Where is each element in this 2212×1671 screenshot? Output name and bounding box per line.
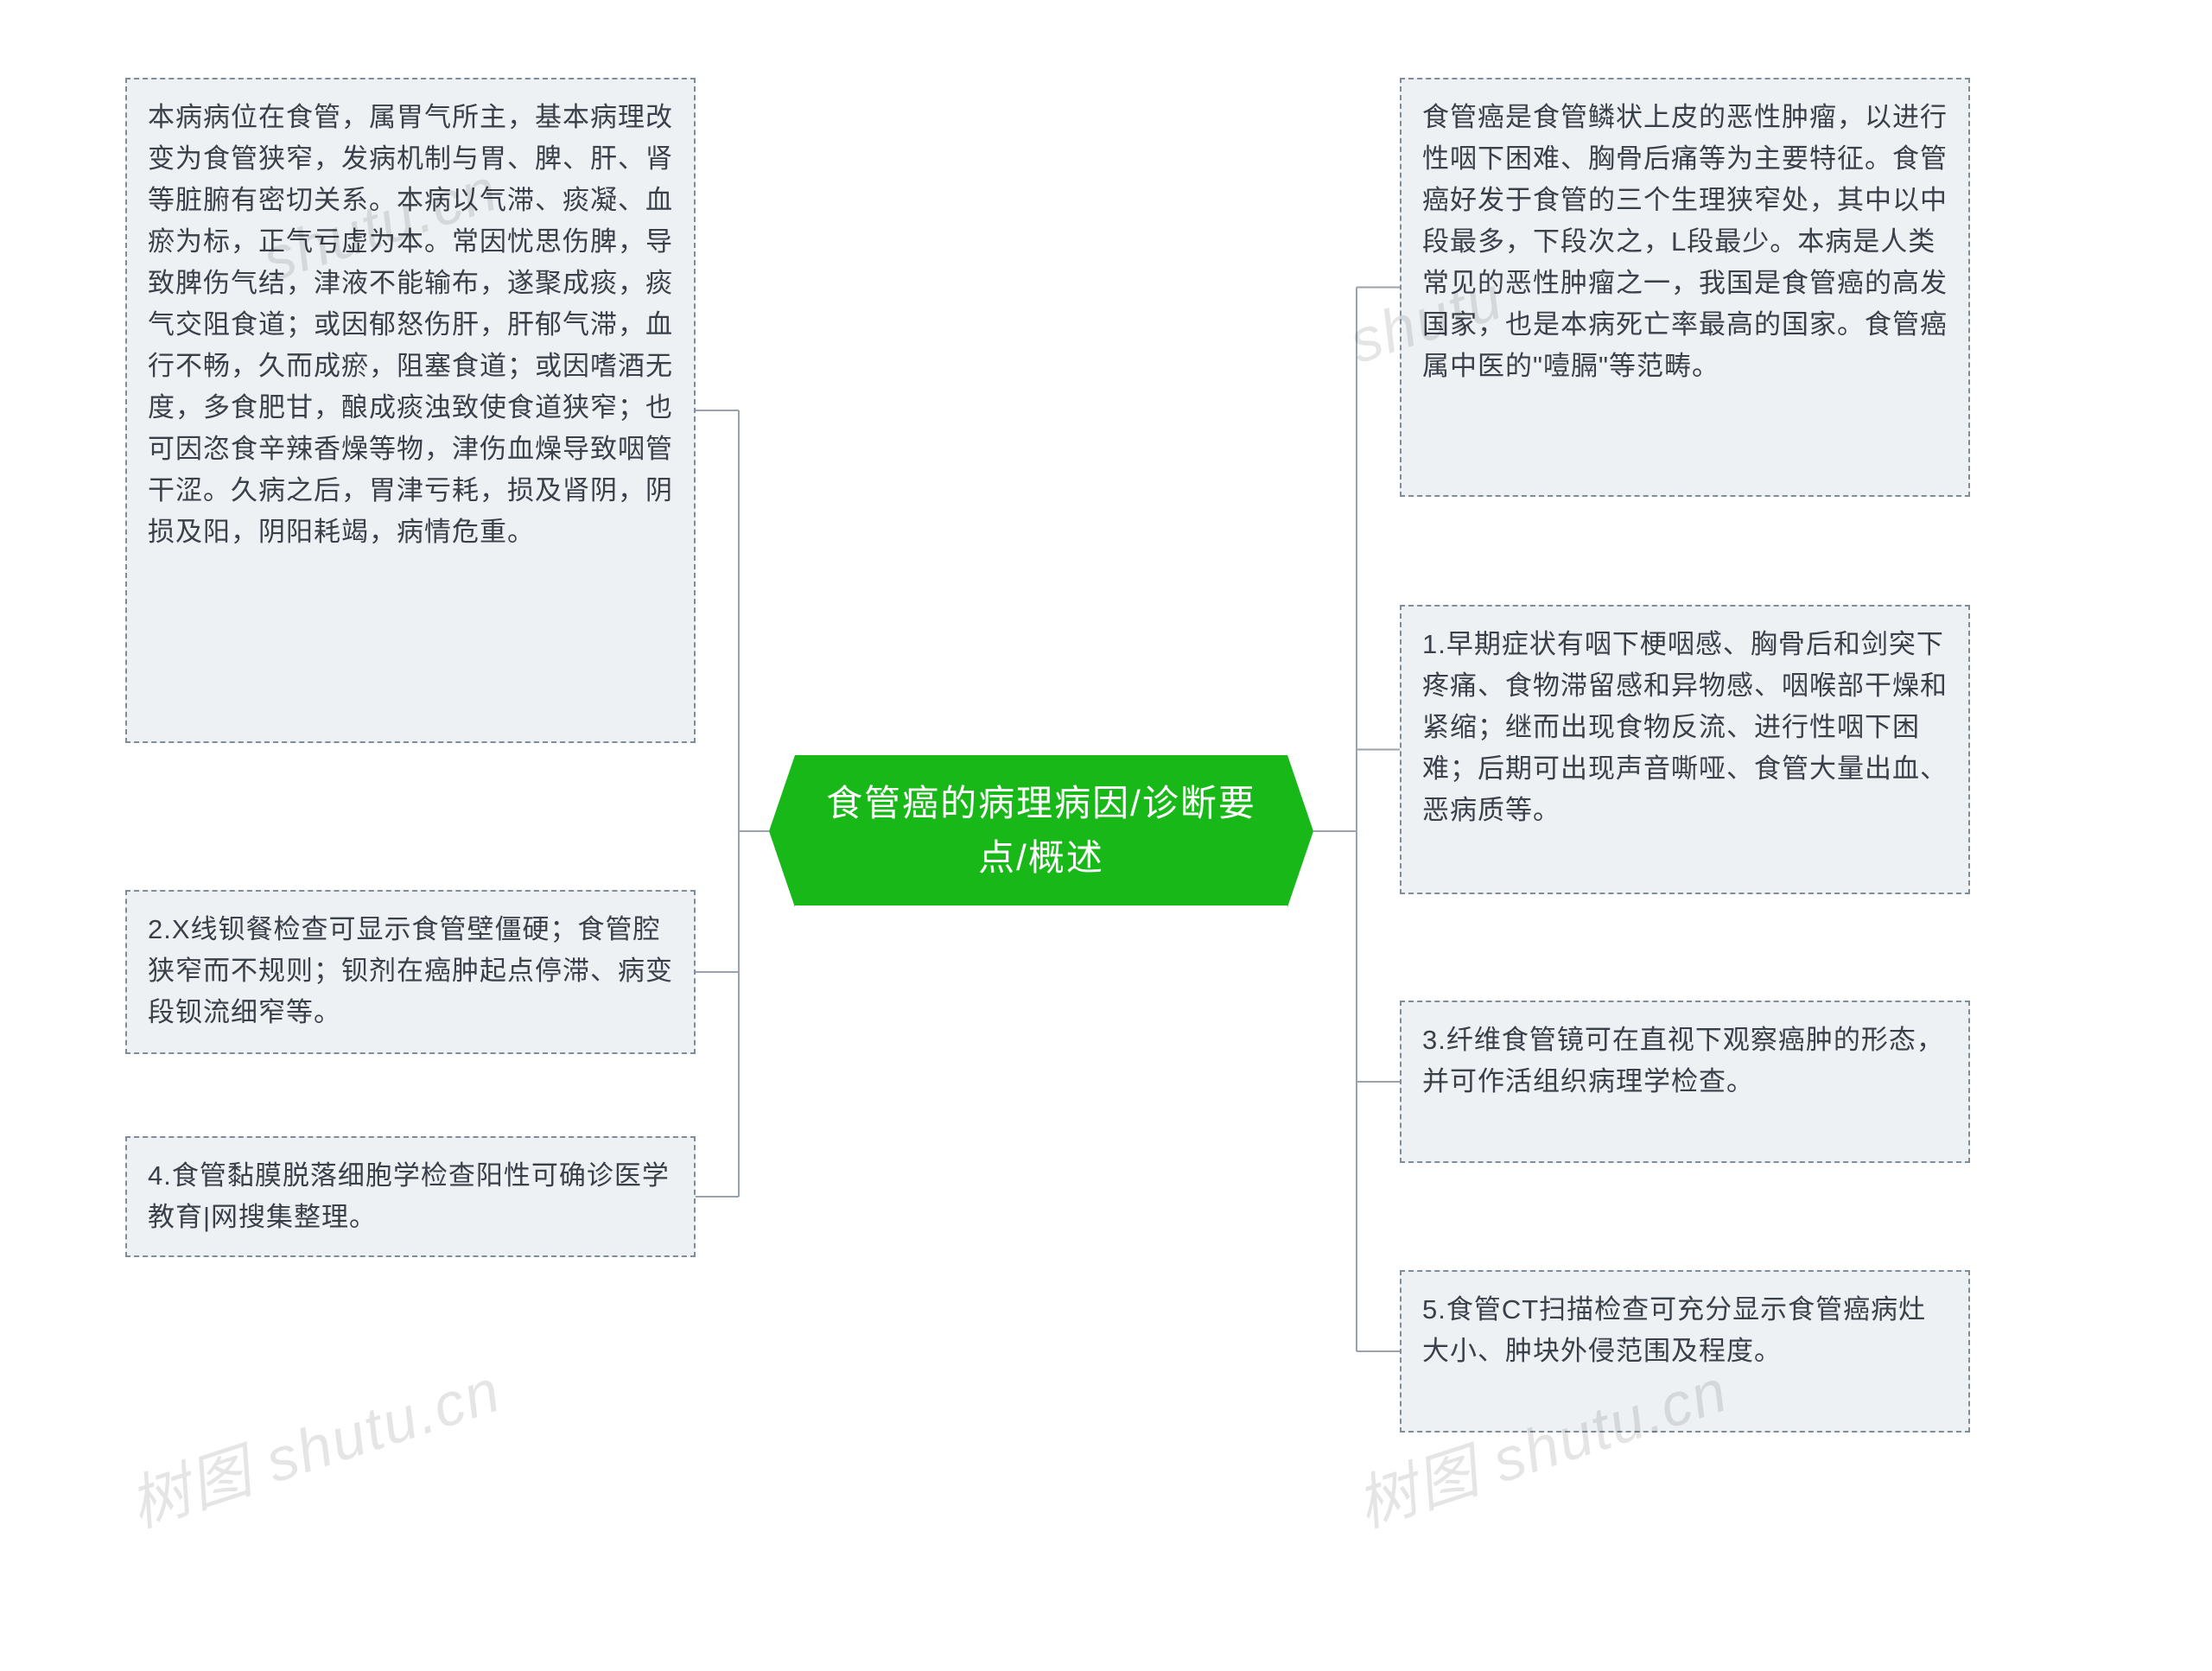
center-title-line1: 食管癌的病理病因/诊断要 bbox=[810, 776, 1272, 830]
node-text: 3.纤维食管镜可在直视下观察癌肿的形态，并可作活组织病理学检查。 bbox=[1422, 1025, 1944, 1096]
right-node: 食管癌是食管鳞状上皮的恶性肿瘤，以进行性咽下困难、胸骨后痛等为主要特征。食管癌好… bbox=[1400, 78, 1970, 497]
node-text: 2.X线钡餐检查可显示食管壁僵硬；食管腔狭窄而不规则；钡剂在癌肿起点停滞、病变段… bbox=[148, 914, 673, 1027]
center-node: 食管癌的病理病因/诊断要 点/概述 bbox=[795, 755, 1287, 905]
right-node: 5.食管CT扫描检查可充分显示食管癌病灶大小、肿块外侵范围及程度。 bbox=[1400, 1270, 1970, 1433]
left-node: 2.X线钡餐检查可显示食管壁僵硬；食管腔狭窄而不规则；钡剂在癌肿起点停滞、病变段… bbox=[125, 890, 696, 1054]
node-text: 5.食管CT扫描检查可充分显示食管癌病灶大小、肿块外侵范围及程度。 bbox=[1422, 1294, 1926, 1366]
left-node: 4.食管黏膜脱落细胞学检查阳性可确诊医学教育|网搜集整理。 bbox=[125, 1136, 696, 1257]
node-text: 本病病位在食管，属胃气所主，基本病理改变为食管狭窄，发病机制与胃、脾、肝、肾等脏… bbox=[148, 102, 673, 547]
node-text: 食管癌是食管鳞状上皮的恶性肿瘤，以进行性咽下困难、胸骨后痛等为主要特征。食管癌好… bbox=[1422, 102, 1948, 381]
left-node: 本病病位在食管，属胃气所主，基本病理改变为食管狭窄，发病机制与胃、脾、肝、肾等脏… bbox=[125, 78, 696, 743]
right-node: 1.早期症状有咽下梗咽感、胸骨后和剑突下疼痛、食物滞留感和异物感、咽喉部干燥和紧… bbox=[1400, 605, 1970, 894]
right-node: 3.纤维食管镜可在直视下观察癌肿的形态，并可作活组织病理学检查。 bbox=[1400, 1001, 1970, 1163]
node-text: 1.早期症状有咽下梗咽感、胸骨后和剑突下疼痛、食物滞留感和异物感、咽喉部干燥和紧… bbox=[1422, 629, 1948, 825]
watermark: 树图 shutu.cn bbox=[117, 1343, 510, 1545]
center-title-line2: 点/概述 bbox=[810, 830, 1272, 885]
node-text: 4.食管黏膜脱落细胞学检查阳性可确诊医学教育|网搜集整理。 bbox=[148, 1160, 670, 1232]
mindmap-canvas: 食管癌的病理病因/诊断要 点/概述 本病病位在食管，属胃气所主，基本病理改变为食… bbox=[0, 0, 2212, 1671]
